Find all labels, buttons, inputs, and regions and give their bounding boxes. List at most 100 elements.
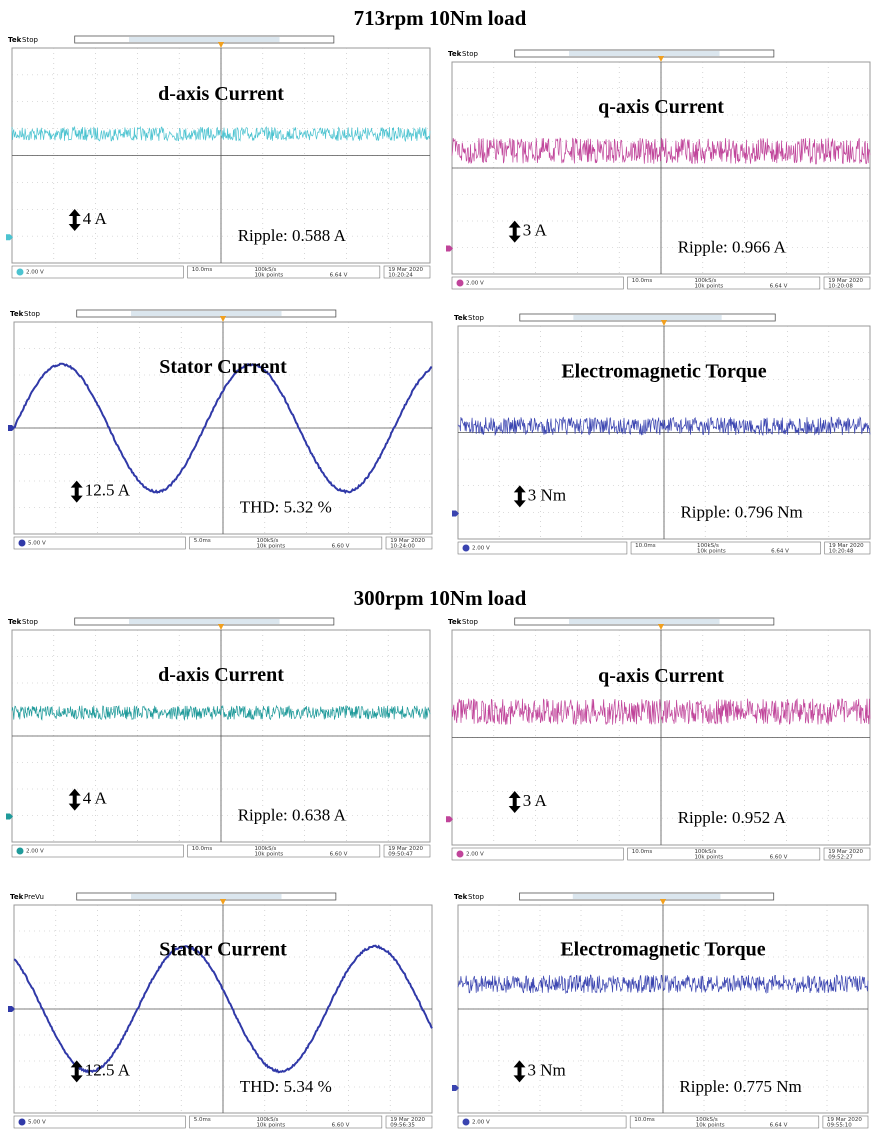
footer-text: 5.0ms [194,1117,211,1123]
scope-status: Stop [22,618,38,626]
footer-text: 10k points [694,855,723,861]
record-window [131,311,281,316]
panel-title: Stator Current [159,356,287,378]
scope-status: Stop [24,310,40,318]
scope-panel: TekStopq-axis Current3 ARipple: 0.966 A2… [446,50,870,290]
scope-status: Stop [462,50,478,58]
footer-text: 6.60 V [332,544,350,550]
scale-label: 4 A [83,209,108,228]
scope-brand: Tek [10,893,24,901]
footer-text: 5.00 V [28,541,46,547]
footer-text: 5.0ms [194,538,211,544]
scale-label: 3 Nm [528,1060,566,1079]
footer-text: 10k points [254,273,283,279]
panel-title: Electromagnetic Torque [561,360,766,382]
footer-text: 5.00 V [28,1120,46,1126]
footer-text: 2.00 V [466,281,484,287]
footer-text: 10:20:08 [828,284,853,290]
scope-panel: TekStop Stator Current 12.5 A THD: 5.32 % 5.… [8,310,432,550]
footer-text: 6.60 V [332,1123,350,1129]
scope-status: PreVu [24,893,44,901]
panel-title: Stator Current [159,938,287,960]
scope-status: Stop [22,36,38,44]
footer-text: 10k points [697,549,726,555]
panel-title: d-axis Current [158,664,284,686]
footer-text: 2.00 V [472,546,490,552]
footer-text: 6.64 V [330,273,348,279]
footer-text: 10k points [694,284,723,290]
scope-status: Stop [468,893,484,901]
scope-brand: Tek [10,310,24,318]
channel-badge [457,280,464,287]
scope-panel: TekStopd-axis Current4 ARipple: 0.638 A2… [6,618,430,858]
scope-brand: Tek [448,618,462,626]
footer-text: 2.00 V [466,852,484,858]
footer-text: 09:50:47 [388,852,413,858]
scale-label: 12.5 A [85,1060,131,1079]
footer-text: 10.0ms [632,849,653,855]
channel-badge [19,540,26,547]
scope-brand: Tek [454,893,468,901]
footer-text: 10.0ms [634,1117,655,1123]
footer-box [628,277,820,289]
panel-title: q-axis Current [598,665,724,687]
scale-label: 12.5 A [85,481,131,500]
footer-text: 10:20:24 [388,273,413,279]
record-window [131,894,281,899]
panel-title: d-axis Current [158,83,284,105]
record-window [573,894,721,899]
scope-status: Stop [468,314,484,322]
footer-text: 10k points [256,544,285,550]
section-title: 713rpm 10Nm load [354,6,527,30]
trigger-marker [658,624,664,630]
channel-badge [19,1119,26,1126]
footer-box [190,1116,382,1128]
ripple-label: Ripple: 0.796 Nm [680,502,802,521]
panel-title: Electromagnetic Torque [560,938,765,960]
scope-panel: TekPreVu Stator Current 12.5 A THD: 5.34 % 5… [8,893,432,1129]
trigger-marker [658,56,664,62]
footer-text: 10.0ms [632,278,653,284]
scope-brand: Tek [448,50,462,58]
footer-box [190,537,382,549]
channel-badge [463,1119,470,1126]
footer-text: 2.00 V [26,849,44,855]
footer-box [631,542,821,554]
scope-brand: Tek [454,314,468,322]
scope-status: Stop [462,618,478,626]
section-title: 300rpm 10Nm load [354,586,527,610]
scale-label: 4 A [83,789,108,808]
ripple-label: Ripple: 0.952 A [678,808,787,827]
footer-text: 10k points [256,1123,285,1129]
figure: 713rpm 10Nm load 300rpm 10Nm load TekSto… [0,0,880,1137]
channel-badge [463,545,470,552]
channel-badge [17,848,24,855]
scale-label: 3 A [523,791,548,810]
ripple-label: Ripple: 0.588 A [238,226,347,245]
record-window [573,315,721,320]
ripple-label: Ripple: 0.775 Nm [679,1077,801,1096]
record-window [129,37,279,42]
footer-box [188,266,380,278]
ripple-label: THD: 5.34 % [240,1077,332,1096]
footer-text: 6.60 V [770,855,788,861]
record-window [129,619,279,624]
scale-label: 3 A [523,221,548,240]
channel-badge [457,851,464,858]
footer-box [188,845,380,857]
footer-text: 10k points [696,1123,725,1129]
footer-text: 2.00 V [26,270,44,276]
footer-text: 6.64 V [771,549,789,555]
scope-brand: Tek [8,618,22,626]
footer-text: 6.60 V [330,852,348,858]
footer-text: 09:56:35 [390,1123,415,1129]
trigger-marker [220,899,226,905]
ripple-label: THD: 5.32 % [240,497,332,516]
footer-text: 10:24:00 [390,544,415,550]
trigger-marker [220,316,226,322]
trigger-marker [218,42,224,48]
